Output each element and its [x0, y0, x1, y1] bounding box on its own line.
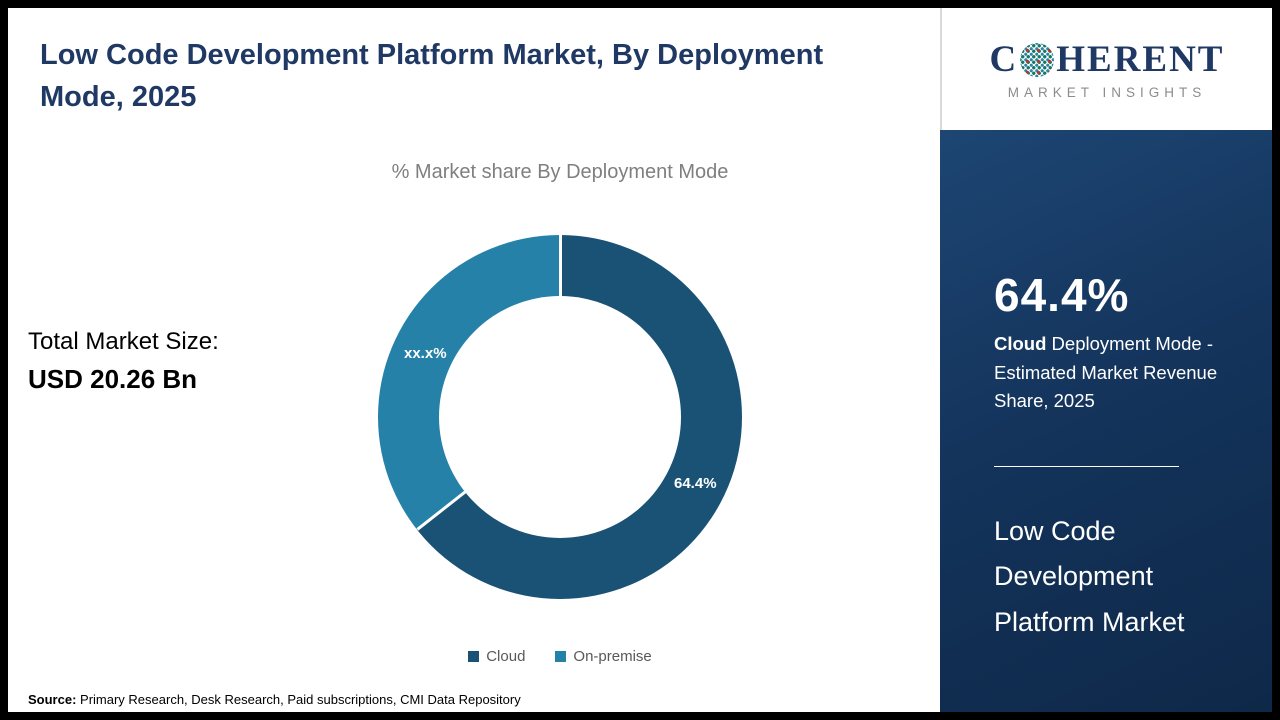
- coherent-logo: C HERENT: [990, 38, 1225, 81]
- sidebar: C HERENT MARKET INSIGHTS 64.4% Cloud Dep…: [940, 8, 1272, 712]
- logo-box: C HERENT MARKET INSIGHTS: [940, 8, 1272, 130]
- stat-desc-rest: Deployment Mode - Estimated Market Reven…: [994, 333, 1218, 412]
- logo-globe-icon: [1020, 42, 1055, 77]
- total-market-size-label: Total Market Size:: [28, 328, 219, 355]
- legend-item-onpremise: On-premise: [555, 648, 652, 665]
- chart-legend: Cloud On-premise: [260, 648, 860, 665]
- stat-desc-bold: Cloud: [994, 333, 1047, 354]
- total-market-size-block: Total Market Size: USD 20.26 Bn: [28, 328, 219, 395]
- legend-swatch: [555, 651, 567, 662]
- legend-label: Cloud: [486, 648, 526, 665]
- source-line: Source: Primary Research, Desk Research,…: [28, 692, 521, 707]
- legend-swatch: [468, 651, 480, 662]
- legend-label: On-premise: [573, 648, 652, 665]
- logo-text-post: HERENT: [1056, 39, 1225, 80]
- donut-chart-container: 64.4% xx.x%: [378, 235, 742, 599]
- chart-subtitle: % Market share By Deployment Mode: [391, 161, 729, 183]
- source-text: Primary Research, Desk Research, Paid su…: [76, 692, 521, 707]
- donut-hole: [439, 296, 681, 538]
- logo-subtitle: MARKET INSIGHTS: [1007, 85, 1207, 100]
- legend-item-cloud: Cloud: [468, 648, 525, 665]
- sidebar-divider: [994, 466, 1179, 468]
- sidebar-stat-description: Cloud Deployment Mode - Estimated Market…: [994, 330, 1234, 416]
- chart-panel: Low Code Development Platform Market, By…: [8, 8, 940, 712]
- sidebar-stat-value: 64.4%: [994, 269, 1130, 321]
- slice-label-onpremise: xx.x%: [404, 345, 447, 362]
- slice-label-cloud: 64.4%: [674, 475, 717, 492]
- sidebar-body: 64.4% Cloud Deployment Mode - Estimated …: [940, 130, 1272, 712]
- logo-text-pre: C: [989, 39, 1019, 80]
- page-title: Low Code Development Platform Market, By…: [40, 39, 824, 114]
- source-label: Source:: [28, 692, 77, 707]
- sidebar-market-name: Low Code Development Platform Market: [994, 516, 1185, 637]
- total-market-size-value: USD 20.26 Bn: [28, 364, 198, 394]
